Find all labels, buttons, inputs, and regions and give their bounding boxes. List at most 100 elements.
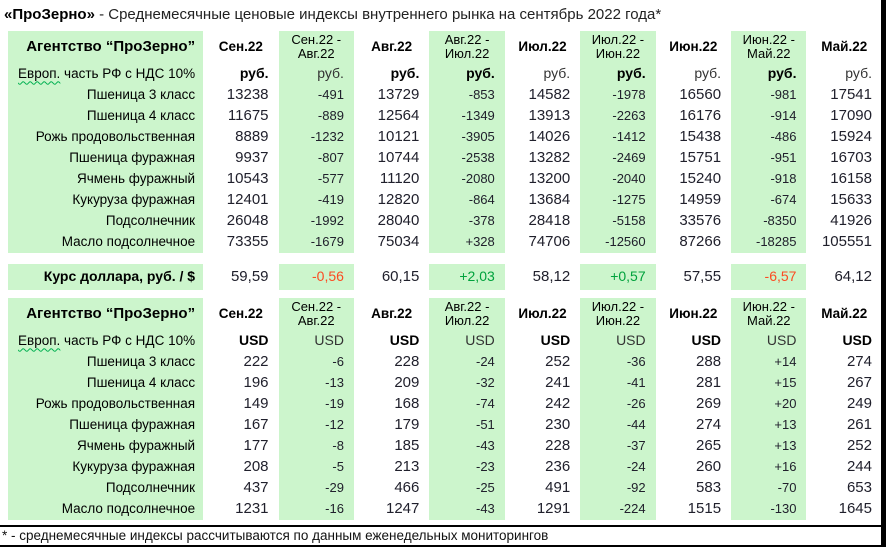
value-cell: 491 (545, 479, 571, 497)
diff-cell: -8 (278, 436, 354, 457)
value-cell: 236 (545, 458, 571, 476)
value-cell: 269 (696, 395, 722, 413)
diff-cell: -74 (429, 394, 505, 415)
dollar-rate-diff-cell: -0,56 (278, 264, 354, 290)
value-cell: 249 (846, 395, 872, 413)
value-cell: 196 (243, 374, 269, 392)
row-label: Пшеница 4 класс (8, 106, 204, 127)
diff-cell: -674 (731, 190, 807, 211)
value-cell: 11120 (379, 170, 420, 188)
value-cell: 10121 (377, 128, 420, 146)
month-column-header: Май.22 (821, 38, 868, 54)
unit-cell: руб. (278, 63, 354, 85)
value-cell: 267 (846, 374, 872, 392)
value-cell: 241 (545, 374, 571, 392)
region-label: Европ. часть РФ с НДС 10% (8, 330, 204, 352)
value-cell: 149 (243, 395, 269, 413)
table-row: Масло подсолнечное 73355 -1679 75034 +328 747… (8, 232, 881, 253)
diff-column-header: Июл.22 - Июн.22 (580, 31, 656, 63)
diff-cell: -12 (278, 415, 354, 436)
table-row: Ячмень фуражный 177 -8 185 -43 228 -37 265 +13 25… (8, 436, 881, 457)
diff-cell: -491 (278, 85, 354, 106)
unit-cell: USD (691, 332, 722, 349)
region-label-misspelled: Европ. (18, 65, 61, 81)
diff-column-header: Июн.22 - Май.22 (731, 298, 807, 330)
diff-cell: -29 (278, 478, 354, 499)
value-cell: 15924 (830, 128, 872, 146)
value-cell: 13282 (528, 149, 571, 167)
value-cell: 8889 (235, 128, 269, 146)
row-label: Пшеница 3 класс (8, 85, 204, 106)
value-cell: 265 (696, 437, 722, 455)
table-row: Рожь продовольственная 149 -19 168 -74 242 -26… (8, 394, 881, 415)
diff-cell: -1992 (278, 211, 354, 232)
unit-cell: руб. (239, 65, 269, 82)
value-cell: 11675 (227, 107, 269, 125)
diff-cell: -864 (429, 190, 505, 211)
value-cell: 15240 (679, 170, 722, 188)
row-label: Подсолнечник (8, 211, 204, 232)
value-cell: 16176 (679, 107, 722, 125)
diff-cell: -577 (278, 169, 354, 190)
month-column-header: Авг.22 (371, 38, 413, 54)
diff-cell: -1978 (580, 85, 656, 106)
unit-cell: USD (238, 332, 269, 349)
value-cell: 208 (243, 458, 269, 476)
value-cell: 16703 (830, 149, 872, 167)
value-cell: 261 (846, 416, 872, 434)
table-row: Масло подсолнечное 1231 -16 1247 -43 1291 -224… (8, 499, 881, 520)
row-label: Пшеница 3 класс (8, 352, 204, 373)
diff-cell: -2080 (429, 169, 505, 190)
diff-cell: -6 (278, 352, 354, 373)
diff-column-header: Авг.22 - Июл.22 (429, 31, 505, 63)
diff-cell: -130 (731, 499, 807, 520)
value-cell: 168 (394, 395, 420, 413)
value-cell: 252 (545, 353, 571, 371)
region-label-rest: часть РФ с НДС 10% (60, 332, 196, 348)
value-cell: 15633 (830, 191, 872, 209)
diff-cell: -13 (278, 373, 354, 394)
dollar-rate-table: Курс доллара, руб. / $ 59,59 -0,56 60,15 +2,… (8, 264, 881, 290)
value-cell: 10543 (226, 170, 269, 188)
diff-cell: -23 (429, 457, 505, 478)
value-cell: 281 (696, 374, 722, 392)
diff-cell: -5158 (580, 211, 656, 232)
row-label: Ячмень фуражный (8, 436, 204, 457)
value-cell: 260 (696, 458, 722, 476)
unit-row: Европ. часть РФ с НДС 10% USD USD USD USD USD… (8, 330, 881, 352)
value-cell: 75034 (377, 233, 420, 251)
diff-cell: -951 (731, 148, 807, 169)
diff-cell: -12560 (580, 232, 656, 253)
value-cell: 74706 (528, 233, 571, 251)
value-cell: 73355 (226, 233, 269, 251)
diff-cell: +13 (731, 415, 807, 436)
value-cell: 185 (394, 437, 420, 455)
diff-cell: -1349 (429, 106, 505, 127)
diff-cell: -19 (278, 394, 354, 415)
brand-name: «ПроЗерно» (4, 6, 95, 23)
diff-cell: -18285 (731, 232, 807, 253)
value-cell: 16158 (830, 170, 872, 188)
unit-cell: руб. (543, 65, 571, 82)
value-cell: 26048 (226, 212, 269, 230)
diff-column-header: Июн.22 - Май.22 (731, 31, 807, 63)
value-cell: 14026 (528, 128, 571, 146)
dollar-rate-value-cell: 64,12 (834, 267, 872, 285)
usd-price-table: Агентство “ПроЗерно” Сен.22 Сен.22 - Авг.22… (8, 298, 881, 520)
value-cell: 179 (394, 416, 420, 434)
unit-cell: руб. (845, 65, 872, 82)
dollar-rate-value-cell: 57,55 (683, 267, 722, 285)
diff-cell: -1412 (580, 127, 656, 148)
value-cell: 209 (394, 374, 420, 392)
row-label: Кукуруза фуражная (8, 190, 204, 211)
value-cell: 222 (243, 353, 269, 371)
unit-cell: USD (842, 332, 872, 349)
table-row: Кукуруза фуражная 208 -5 213 -23 236 -24 260 +16… (8, 457, 881, 478)
diff-cell: -2469 (580, 148, 656, 169)
page-title: «ПроЗерно» - Среднемесячные ценовые инде… (0, 0, 881, 31)
diff-cell: -36 (580, 352, 656, 373)
diff-cell: -378 (429, 211, 505, 232)
diff-cell: -419 (278, 190, 354, 211)
diff-cell: -43 (429, 436, 505, 457)
dollar-rate-diff-cell: +2,03 (429, 264, 505, 290)
